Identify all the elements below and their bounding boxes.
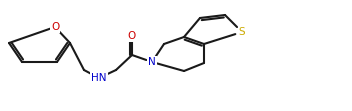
Text: O: O [128, 31, 136, 41]
Text: N: N [148, 57, 156, 67]
Text: S: S [239, 27, 245, 37]
Text: O: O [51, 22, 59, 32]
Text: HN: HN [91, 73, 107, 83]
